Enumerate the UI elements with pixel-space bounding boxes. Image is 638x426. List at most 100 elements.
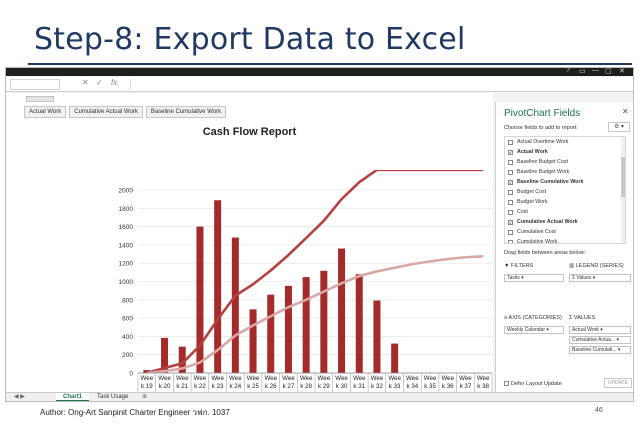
pane-settings-button[interactable]: ⚙ ▾ (608, 122, 630, 132)
defer-layout-update[interactable]: Defer Layout Update (504, 381, 562, 387)
category-label: Wee k 26 (264, 375, 277, 390)
tab-task-usage[interactable]: Task Usage (97, 394, 129, 400)
y-tick-label: 400 (122, 334, 133, 341)
field-button-actual-work[interactable]: Actual Work (24, 106, 67, 118)
bar (320, 270, 328, 373)
field-item[interactable]: Baseline Budget Work (505, 167, 625, 177)
tab-chart1[interactable]: Chart1 (56, 393, 90, 401)
collapse-field-buttons[interactable] (26, 96, 54, 102)
bar (178, 346, 186, 373)
category-label-line2: k 37 (460, 383, 472, 390)
values-item-actual-work[interactable]: Actual Work ▾ (569, 326, 631, 334)
category-label-line1: Wee (247, 375, 260, 382)
cancel-icon[interactable]: ✕ (82, 78, 89, 87)
category-label-line2: k 36 (442, 383, 454, 390)
category-label-line2: k 22 (194, 383, 206, 390)
bar (355, 274, 363, 373)
field-item[interactable]: Budget Cost (505, 187, 625, 197)
field-checkbox[interactable] (508, 139, 513, 145)
field-item[interactable]: Cumulative Work (505, 237, 625, 243)
y-tick-label: 200 (122, 352, 133, 359)
bar (249, 309, 257, 373)
field-list-scrollbar[interactable] (621, 137, 625, 243)
bar (302, 277, 310, 373)
category-label: Wee k 33 (388, 375, 401, 390)
field-checkbox[interactable] (508, 189, 513, 195)
category-label-line1: Wee (371, 375, 384, 382)
category-label: Wee k 30 (335, 375, 348, 390)
category-label-line1: Wee (211, 375, 224, 382)
enter-icon[interactable]: ✓ (96, 78, 103, 87)
y-tick-label: 1800 (119, 206, 134, 213)
formula-input[interactable] (130, 79, 626, 90)
category-label-line1: Wee (353, 375, 366, 382)
field-checkbox[interactable]: ✓ (508, 149, 513, 155)
category-label-line2: k 26 (265, 383, 277, 390)
field-item[interactable]: Baseline Budget Cost (505, 157, 625, 167)
category-label-line1: Wee (335, 375, 348, 382)
ribbon-display-icon[interactable]: ▭ (579, 68, 586, 75)
values-item-baseline-cumulative[interactable]: Baseline Cumulati... ▾ (569, 346, 631, 354)
field-checkbox[interactable] (508, 229, 513, 235)
formula-bar: ✕ ✓ fx (6, 77, 633, 92)
field-button-baseline-cumulative-work[interactable]: Baseline Cumulative Work (145, 106, 227, 118)
field-checkbox[interactable]: ✓ (508, 179, 513, 185)
category-label: Wee k 19 (141, 375, 154, 390)
category-label-line2: k 33 (389, 383, 401, 390)
scroll-thumb[interactable] (621, 157, 625, 197)
category-label-line1: Wee (229, 375, 242, 382)
legend-item-values[interactable]: Σ Values ▾ (569, 274, 631, 282)
maximize-icon[interactable]: ▢ (605, 68, 612, 75)
category-label-line1: Wee (424, 375, 437, 382)
defer-checkbox[interactable] (504, 381, 509, 387)
series-line (146, 170, 484, 373)
category-label-line1: Wee (406, 375, 419, 382)
field-checkbox[interactable] (508, 239, 513, 243)
category-label: Wee k 38 (477, 375, 490, 390)
field-label: Cumulative Cost (517, 229, 556, 235)
defer-label: Defer Layout Update (511, 381, 562, 387)
values-item-cumulative-actual[interactable]: Cumulative Actua... ▾ (569, 336, 631, 344)
close-icon[interactable]: ✕ (619, 68, 625, 75)
field-item[interactable]: ✓ Baseline Cumulative Work (505, 177, 625, 187)
field-checkbox[interactable] (508, 159, 513, 165)
function-icon[interactable]: fx (111, 78, 118, 87)
chart-sheet-area: Actual Work Cumulative Actual Work Basel… (6, 93, 493, 393)
field-label: Cost (517, 209, 528, 215)
field-item[interactable]: ✓ Cumulative Actual Work (505, 217, 625, 227)
field-item[interactable]: Cost (505, 207, 625, 217)
field-label: Cumulative Actual Work (517, 219, 578, 225)
category-label-line2: k 35 (424, 383, 436, 390)
field-checkbox[interactable] (508, 199, 513, 205)
category-label-line2: k 19 (141, 383, 153, 390)
filters-item-tasks[interactable]: Tasks ▾ (504, 274, 564, 282)
field-checkbox[interactable] (508, 169, 513, 175)
field-item[interactable]: Cumulative Cost (505, 227, 625, 237)
field-label: Actual Overtime Work (517, 139, 569, 145)
cash-flow-chart[interactable]: 0 200 400 600 800 1000 1200 1400 1600 1800 2000 Wee… (6, 93, 493, 393)
field-button-cumulative-actual-work[interactable]: Cumulative Actual Work (69, 106, 143, 118)
bar (338, 248, 346, 373)
axis-item-weekly-calendar[interactable]: Weekly Calendar ▾ (504, 326, 564, 334)
field-checkbox[interactable] (508, 209, 513, 215)
bar (284, 285, 292, 373)
field-item[interactable]: Budget Work (505, 197, 625, 207)
field-item[interactable]: Actual Overtime Work (505, 137, 625, 147)
update-button[interactable]: UPDATE (604, 378, 632, 388)
y-tick-label: 0 (129, 371, 133, 378)
field-item[interactable]: ✓ Actual Work (505, 147, 625, 157)
add-sheet-icon[interactable]: ⊕ (142, 394, 148, 400)
sheet-nav-arrows[interactable]: ◀ ▶ (14, 394, 25, 400)
category-label-line2: k 24 (229, 383, 241, 390)
pane-close-icon[interactable]: ✕ (622, 107, 629, 116)
name-box[interactable] (10, 79, 60, 90)
slide-title: Step-8: Export Data to Excel (34, 22, 466, 57)
field-checkbox[interactable]: ✓ (508, 219, 513, 225)
category-label-line1: Wee (158, 375, 171, 382)
category-label-line1: Wee (459, 375, 472, 382)
category-label: Wee k 22 (194, 375, 207, 390)
category-label: Wee k 32 (371, 375, 384, 390)
category-label-line1: Wee (176, 375, 189, 382)
minimize-icon[interactable]: — (592, 67, 599, 74)
help-icon[interactable]: ? (566, 67, 570, 74)
